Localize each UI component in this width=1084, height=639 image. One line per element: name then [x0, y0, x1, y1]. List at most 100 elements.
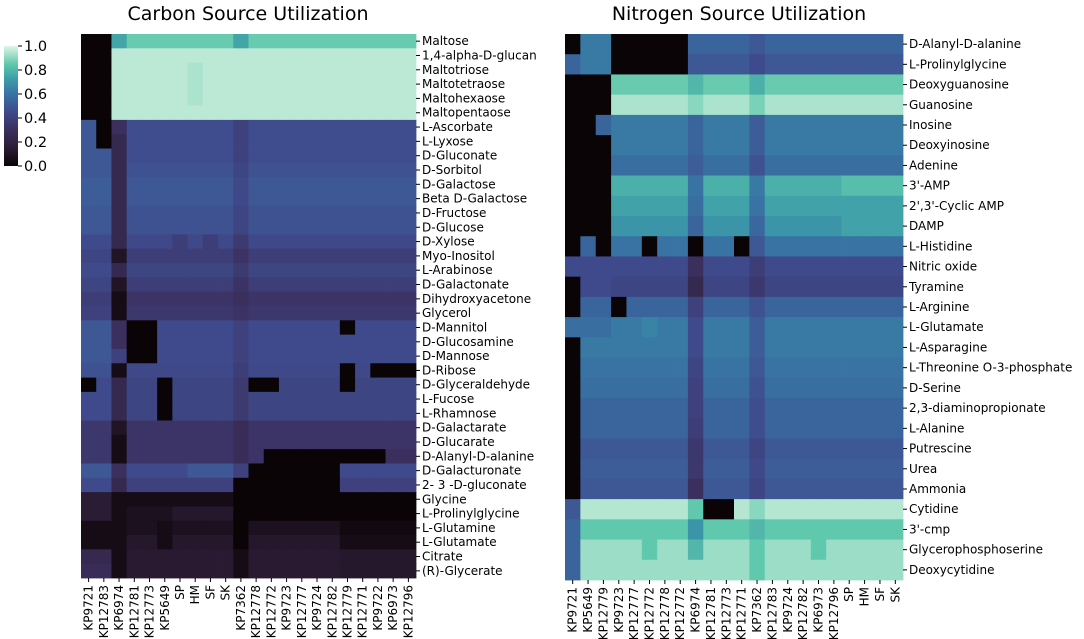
carbon-col-label: KP12779: [341, 585, 355, 638]
nitrogen-row-label: L-Asparagine: [909, 340, 987, 354]
carbon-heatmap-cell: [355, 449, 371, 464]
nitrogen-heatmap-cell: [795, 236, 812, 257]
carbon-heatmap-cell: [385, 91, 402, 106]
nitrogen-heatmap-cell: [826, 216, 842, 237]
carbon-heatmap-cell: [141, 76, 158, 92]
carbon-row-label: (R)-Glycerate: [422, 564, 503, 578]
carbon-heatmap-cell: [218, 563, 234, 579]
carbon-heatmap-cell: [187, 406, 204, 421]
carbon-heatmap-cell: [385, 449, 402, 464]
carbon-col-label: KP12777: [295, 585, 309, 638]
nitrogen-heatmap-cell: [887, 539, 904, 561]
nitrogen-heatmap-cell: [887, 418, 904, 439]
nitrogen-heatmap-cell: [841, 539, 858, 561]
nitrogen-heatmap-cell: [826, 317, 842, 338]
carbon-heatmap-cell: [202, 420, 219, 436]
nitrogen-heatmap-cell: [841, 216, 858, 237]
nitrogen-heatmap-cell: [703, 155, 720, 176]
nitrogen-heatmap-cell: [703, 438, 720, 460]
carbon-heatmap-cell: [187, 134, 204, 149]
nitrogen-heatmap-cell: [749, 135, 766, 156]
carbon-heatmap-cell: [126, 62, 143, 78]
carbon-heatmap-cell: [233, 549, 249, 565]
carbon-heatmap-cell: [339, 377, 356, 393]
nitrogen-heatmap-cell: [687, 94, 704, 116]
nitrogen-heatmap-cell: [810, 337, 827, 358]
carbon-heatmap-cell: [294, 520, 310, 536]
nitrogen-heatmap-cell: [580, 559, 597, 581]
nitrogen-heatmap-cell: [826, 256, 842, 278]
nitrogen-heatmap-cell: [626, 114, 643, 136]
carbon-heatmap-cell: [339, 177, 356, 192]
nitrogen-heatmap-cell: [611, 34, 627, 55]
carbon-heatmap-cell: [385, 563, 402, 579]
nitrogen-heatmap-cell: [749, 519, 766, 540]
carbon-heatmap-cell: [324, 434, 341, 450]
nitrogen-heatmap-cell: [764, 135, 781, 156]
carbon-heatmap-cell: [141, 463, 158, 479]
carbon-heatmap-cell: [202, 377, 219, 393]
carbon-heatmap-cell: [370, 62, 386, 78]
nitrogen-heatmap-cell: [826, 195, 842, 217]
carbon-heatmap-cell: [248, 177, 265, 192]
nitrogen-heatmap-cell: [703, 377, 720, 399]
carbon-heatmap-cell: [278, 148, 295, 164]
carbon-heatmap-cell: [96, 520, 112, 536]
carbon-heatmap-cell: [263, 406, 280, 421]
carbon-heatmap-cell: [278, 263, 295, 278]
nitrogen-heatmap-cell: [641, 458, 658, 480]
carbon-heatmap-cell: [172, 291, 188, 307]
nitrogen-row-label: Glycerophosphoserine: [909, 543, 1043, 557]
nitrogen-heatmap-cell: [856, 155, 873, 176]
carbon-heatmap-cell: [294, 420, 310, 436]
nitrogen-heatmap-cell: [718, 478, 735, 500]
carbon-heatmap-cell: [248, 148, 265, 164]
nitrogen-heatmap-cell: [856, 398, 873, 419]
carbon-heatmap-cell: [157, 492, 173, 507]
carbon-row-label: D-Glucosamine: [422, 335, 514, 349]
nitrogen-heatmap-cell: [687, 54, 704, 75]
carbon-heatmap-cell: [96, 205, 112, 221]
nitrogen-heatmap-cell: [595, 519, 612, 540]
nitrogen-heatmap-cell: [841, 34, 858, 55]
carbon-heatmap-cell: [248, 62, 265, 78]
nitrogen-heatmap-cell: [611, 54, 627, 75]
carbon-heatmap-cell: [339, 263, 356, 278]
nitrogen-heatmap-cell: [810, 236, 827, 257]
nitrogen-heatmap-cell: [841, 276, 858, 298]
nitrogen-heatmap-cell: [856, 34, 873, 55]
carbon-heatmap-cell: [309, 549, 326, 565]
nitrogen-heatmap-cell: [780, 296, 796, 318]
carbon-heatmap-cell: [81, 449, 97, 464]
nitrogen-col-label: SF: [873, 587, 887, 602]
nitrogen-heatmap-cell: [718, 438, 735, 460]
nitrogen-heatmap-cell: [780, 418, 796, 439]
carbon-heatmap-cell: [278, 434, 295, 450]
nitrogen-heatmap-cell: [810, 54, 827, 75]
carbon-heatmap-cell: [187, 76, 204, 92]
carbon-heatmap-cell: [218, 406, 234, 421]
carbon-heatmap-cell: [157, 277, 173, 293]
nitrogen-row-label: D-Serine: [909, 381, 961, 395]
nitrogen-heatmap-cell: [611, 236, 627, 257]
nitrogen-heatmap-cell: [565, 74, 581, 96]
nitrogen-heatmap-cell: [780, 478, 796, 500]
carbon-heatmap-cell: [263, 91, 280, 106]
nitrogen-heatmap-cell: [657, 559, 673, 581]
nitrogen-heatmap-cell: [626, 155, 643, 176]
nitrogen-heatmap-cell: [826, 499, 842, 520]
carbon-heatmap-cell: [157, 234, 173, 250]
nitrogen-heatmap-cell: [687, 296, 704, 318]
carbon-heatmap-cell: [324, 549, 341, 565]
carbon-heatmap-cell: [294, 119, 310, 135]
carbon-heatmap-cell: [157, 191, 173, 207]
carbon-heatmap-cell: [294, 406, 310, 421]
carbon-col-label: HM: [188, 585, 202, 604]
carbon-heatmap-cell: [309, 48, 326, 64]
carbon-heatmap-cell: [218, 191, 234, 207]
nitrogen-heatmap-cell: [703, 175, 720, 197]
nitrogen-heatmap-cell: [841, 54, 858, 75]
carbon-heatmap-cell: [111, 549, 128, 565]
carbon-heatmap-cell: [294, 535, 310, 550]
carbon-heatmap-cell: [157, 391, 173, 407]
